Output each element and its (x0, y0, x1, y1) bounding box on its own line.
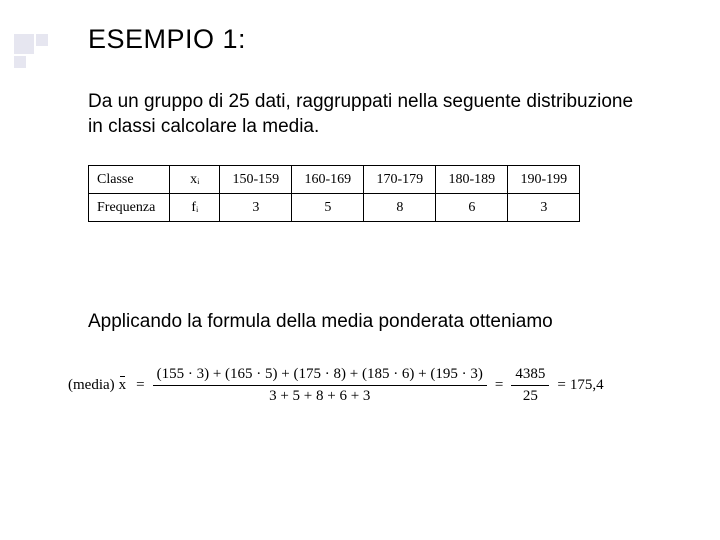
cell: 180-189 (436, 166, 508, 194)
formula-result: 175,4 (570, 377, 604, 394)
cell: 190-199 (508, 166, 580, 194)
intro-paragraph: Da un gruppo di 25 dati, raggruppati nel… (88, 90, 648, 139)
cell: 3 (220, 194, 292, 222)
table-row: Frequenza fᵢ 3 5 8 6 3 (89, 194, 580, 222)
cell: 160-169 (292, 166, 364, 194)
page-title: ESEMPIO 1: (88, 24, 246, 55)
cell: 150-159 (220, 166, 292, 194)
cell: 5 (292, 194, 364, 222)
data-table: Classe xᵢ 150-159 160-169 170-179 180-18… (88, 165, 580, 222)
data-table-wrapper: Classe xᵢ 150-159 160-169 170-179 180-18… (88, 165, 580, 222)
cell: 8 (364, 194, 436, 222)
denominator: 3 + 5 + 8 + 6 + 3 (265, 386, 374, 407)
numerator: (155 · 3) + (165 · 5) + (175 · 8) + (185… (153, 364, 487, 385)
formula-lead: (media) (68, 377, 115, 394)
row-label: Frequenza (89, 194, 170, 222)
cell: 3 (508, 194, 580, 222)
formula-variable: x (119, 377, 127, 394)
fraction-reduced: 4385 25 (511, 364, 549, 407)
cell: 170-179 (364, 166, 436, 194)
numerator: 4385 (511, 364, 549, 385)
denominator: 25 (519, 386, 542, 407)
formula: (media) x = (155 · 3) + (165 · 5) + (175… (68, 364, 604, 407)
table-row: Classe xᵢ 150-159 160-169 170-179 180-18… (89, 166, 580, 194)
fraction-main: (155 · 3) + (165 · 5) + (175 · 8) + (185… (153, 364, 487, 407)
equals-sign: = (136, 377, 144, 394)
corner-decoration (14, 34, 56, 74)
cell: 6 (436, 194, 508, 222)
equals-sign: = (557, 377, 565, 394)
equals-sign: = (495, 377, 503, 394)
row-symbol: fᵢ (170, 194, 220, 222)
row-label: Classe (89, 166, 170, 194)
method-paragraph: Applicando la formula della media ponder… (88, 310, 668, 335)
row-symbol: xᵢ (170, 166, 220, 194)
